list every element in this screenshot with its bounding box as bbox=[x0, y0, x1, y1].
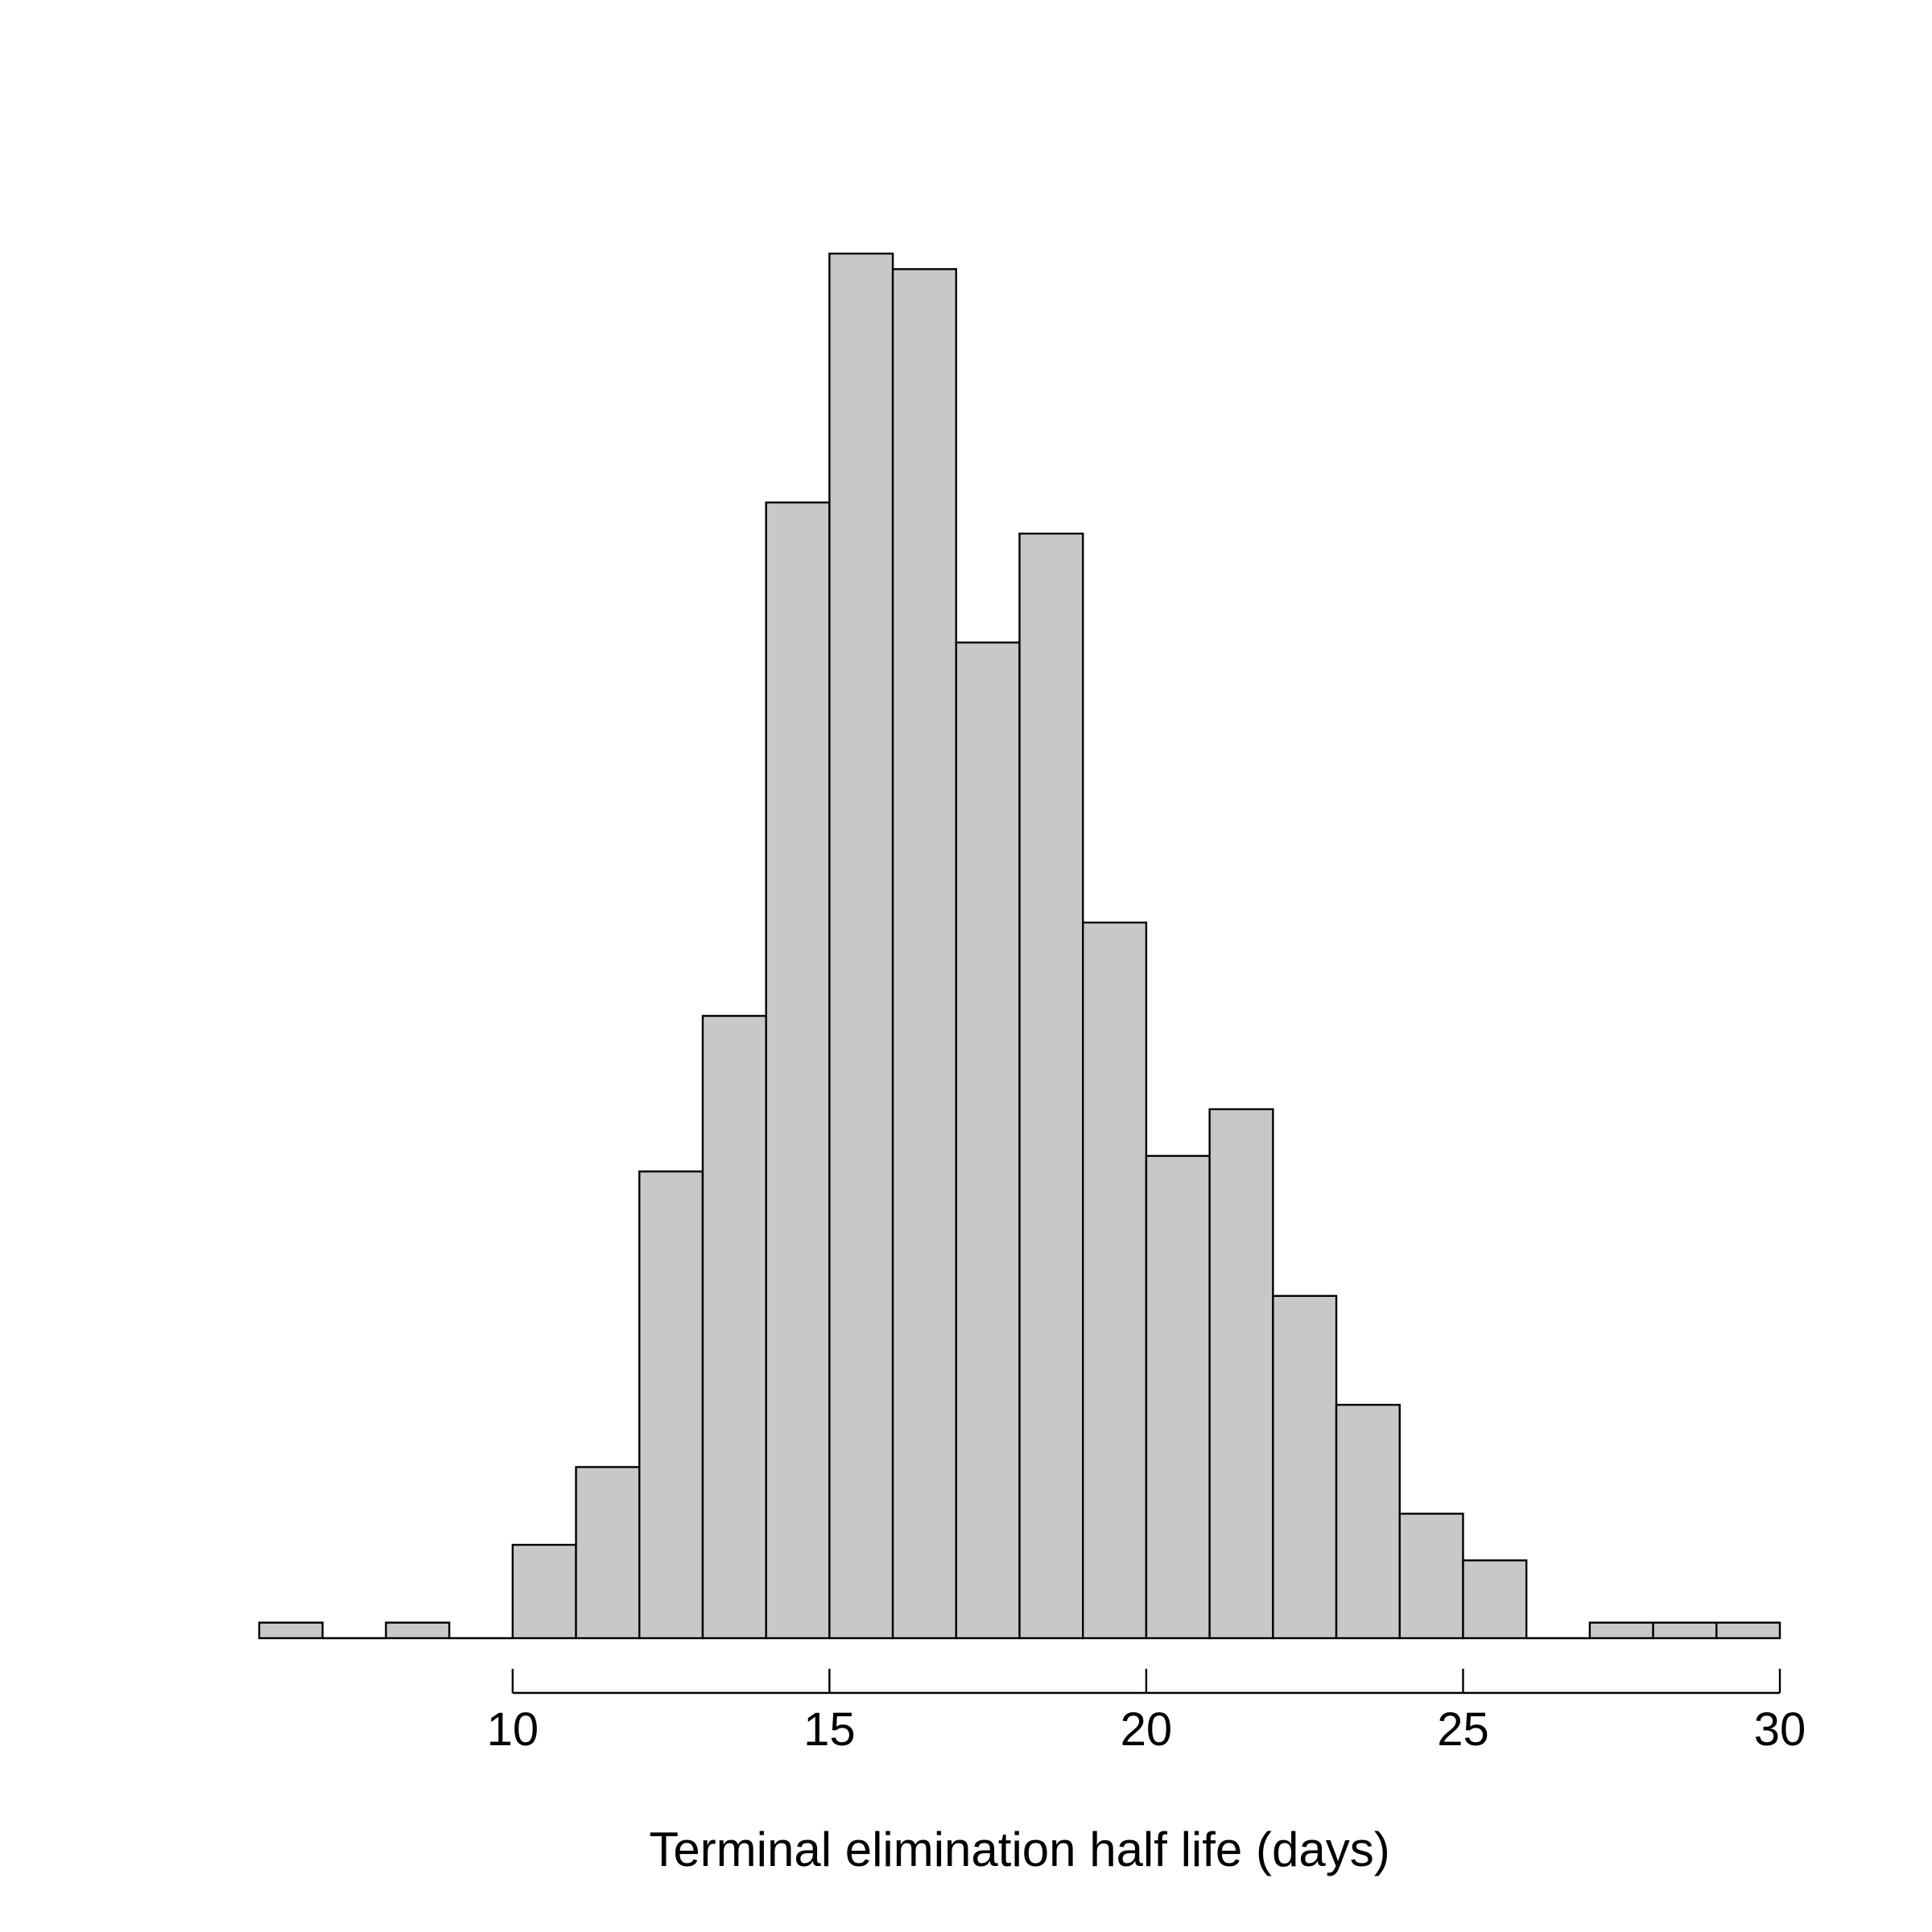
histogram-bar bbox=[1462, 1559, 1528, 1640]
histogram-bar bbox=[1145, 1154, 1211, 1640]
histogram-bar bbox=[1082, 921, 1148, 1640]
histogram-bar bbox=[575, 1466, 641, 1640]
histogram-bar bbox=[1398, 1513, 1464, 1640]
x-axis-title: Terminal elimination half life (days) bbox=[649, 1823, 1389, 1876]
histogram-bar bbox=[955, 641, 1021, 1640]
histogram-bar bbox=[701, 1014, 767, 1640]
histogram-bar bbox=[385, 1621, 451, 1640]
histogram-bar bbox=[258, 1621, 324, 1640]
histogram-bar bbox=[828, 252, 894, 1640]
x-tick-label: 25 bbox=[1437, 1703, 1489, 1756]
histogram-bar bbox=[1335, 1403, 1401, 1640]
histogram-bar bbox=[891, 268, 957, 1640]
histogram-bar bbox=[638, 1170, 704, 1640]
histogram-bar bbox=[511, 1543, 577, 1640]
histogram-bar bbox=[1588, 1621, 1654, 1640]
histogram-bar bbox=[1652, 1621, 1718, 1640]
histogram-bar bbox=[1715, 1621, 1781, 1640]
histogram-bar bbox=[1272, 1294, 1338, 1640]
histogram-bar bbox=[765, 502, 831, 1640]
x-tick-label: 20 bbox=[1121, 1703, 1173, 1756]
x-tick-label: 15 bbox=[803, 1703, 856, 1756]
histogram-bar bbox=[1018, 532, 1084, 1640]
bars-layer bbox=[258, 252, 1781, 1640]
x-axis: 10 15 20 25 30 bbox=[487, 1669, 1806, 1756]
x-tick-label: 30 bbox=[1754, 1703, 1806, 1756]
histogram-bar bbox=[1208, 1108, 1274, 1640]
x-tick-label: 10 bbox=[487, 1703, 539, 1756]
